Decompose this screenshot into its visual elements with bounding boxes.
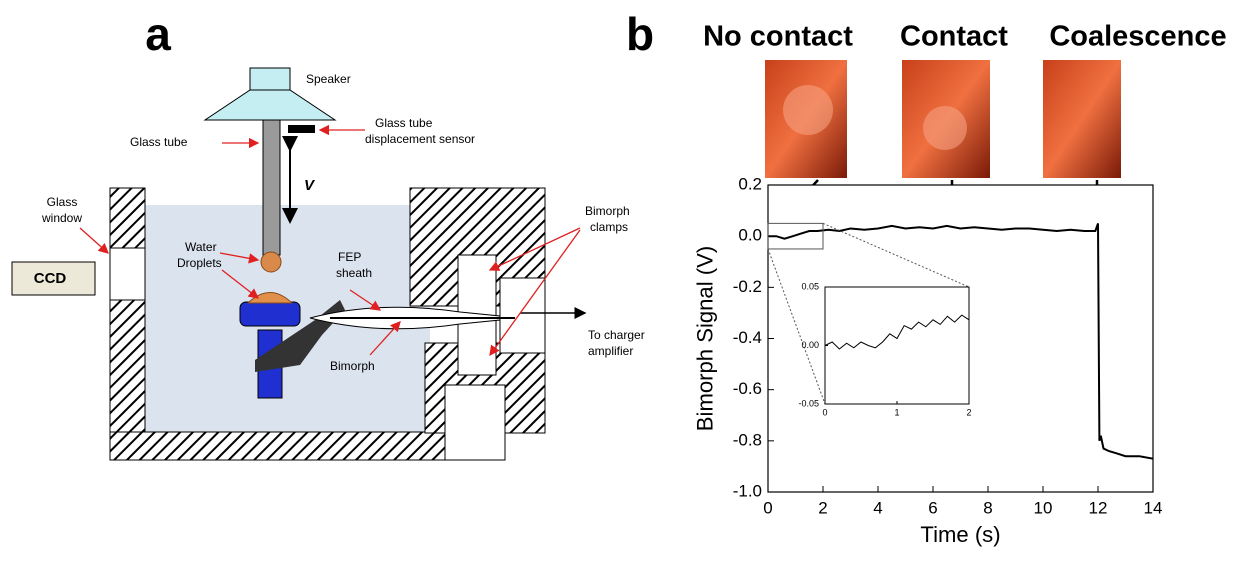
label: Glass xyxy=(47,195,78,209)
label: sheath xyxy=(336,266,372,280)
x-tick-label: 12 xyxy=(1089,498,1108,517)
y-tick-label: -0.6 xyxy=(733,379,762,398)
glass-tube xyxy=(263,120,280,255)
y-tick-label: 0.00 xyxy=(801,340,819,350)
label: amplifier xyxy=(588,344,633,358)
x-tick-label: 8 xyxy=(983,498,992,517)
label: clamps xyxy=(590,220,628,234)
y-tick-label: -0.8 xyxy=(733,430,762,449)
panel-label: b xyxy=(626,8,654,60)
speaker xyxy=(205,90,335,120)
x-tick-label: 0 xyxy=(822,407,827,417)
annotation: Contact xyxy=(900,21,1008,53)
label: Bimorph xyxy=(585,204,630,218)
x-tick-label: 2 xyxy=(966,407,971,417)
speaker xyxy=(250,68,290,90)
y-axis-label: Bimorph Signal (V) xyxy=(693,246,718,431)
diagram: a CCD Speaker Glass tube Glass tube disp… xyxy=(12,8,645,460)
wall xyxy=(110,188,145,248)
x-tick-label: 6 xyxy=(928,498,937,517)
clamp-base xyxy=(445,385,505,460)
wall xyxy=(110,432,445,460)
label: FEP xyxy=(338,250,361,264)
x-tick-label: 0 xyxy=(763,498,772,517)
photo-detail xyxy=(923,106,967,150)
sensor xyxy=(288,125,315,133)
y-tick-label: 0.2 xyxy=(738,174,762,193)
y-tick-label: 0.05 xyxy=(801,281,819,291)
y-tick-label: -0.4 xyxy=(733,328,762,347)
label: Glass tube xyxy=(375,116,433,130)
x-tick-label: 2 xyxy=(818,498,827,517)
label: Droplets xyxy=(177,256,222,270)
y-tick-label: 0.0 xyxy=(738,226,762,245)
plot-frame xyxy=(825,287,969,404)
stand-top xyxy=(240,302,300,326)
photo xyxy=(1043,60,1121,178)
panel-label: a xyxy=(145,8,171,60)
y-tick-label: -0.05 xyxy=(798,398,819,408)
x-tick-label: 14 xyxy=(1144,498,1163,517)
glass-window xyxy=(110,248,145,300)
droplet xyxy=(261,252,281,272)
x-tick-label: 1 xyxy=(894,407,899,417)
clamp-holder xyxy=(500,278,545,353)
ccd-label: CCD xyxy=(34,270,67,287)
label: window xyxy=(41,211,82,225)
annotation: Coalescence xyxy=(1049,21,1226,53)
pointer xyxy=(80,228,108,253)
annotation: No contact xyxy=(703,21,853,53)
label: To charger xyxy=(588,328,645,342)
photo-detail xyxy=(783,85,833,135)
x-tick-label: 10 xyxy=(1034,498,1053,517)
label: displacement sensor xyxy=(365,132,475,146)
x-axis-label: Time (s) xyxy=(920,522,1000,547)
figure: a CCD Speaker Glass tube Glass tube disp… xyxy=(0,0,1249,564)
label: Speaker xyxy=(306,72,351,86)
label: Water xyxy=(185,240,217,254)
y-tick-label: -0.2 xyxy=(733,277,762,296)
label: Glass tube xyxy=(130,135,188,149)
label: Bimorph xyxy=(330,359,375,373)
label: V xyxy=(304,177,316,194)
x-tick-label: 4 xyxy=(873,498,882,517)
y-tick-label: -1.0 xyxy=(733,481,762,500)
